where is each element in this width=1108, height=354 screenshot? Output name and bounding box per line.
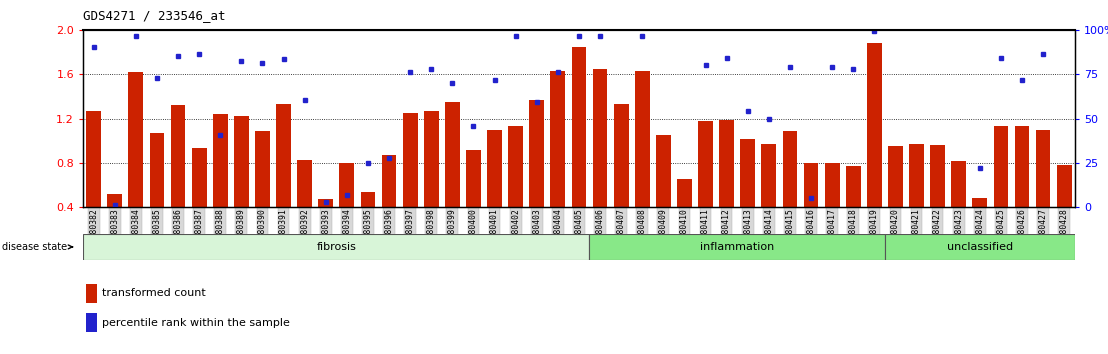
- Bar: [297, 160, 312, 207]
- Bar: [86, 284, 98, 303]
- Bar: [1036, 130, 1050, 207]
- Text: GDS4271 / 233546_at: GDS4271 / 233546_at: [83, 9, 226, 22]
- Bar: [551, 71, 565, 207]
- Bar: [740, 138, 756, 207]
- Bar: [593, 69, 607, 207]
- Bar: [488, 130, 502, 207]
- Bar: [885, 234, 1075, 260]
- Bar: [150, 133, 164, 207]
- Bar: [572, 47, 586, 207]
- Text: unclassified: unclassified: [946, 242, 1013, 252]
- Bar: [910, 144, 924, 207]
- Text: inflammation: inflammation: [700, 242, 774, 252]
- Bar: [845, 166, 861, 207]
- Bar: [719, 120, 733, 207]
- Bar: [445, 102, 460, 207]
- Bar: [824, 163, 840, 207]
- Text: transformed count: transformed count: [102, 288, 206, 298]
- Bar: [635, 71, 649, 207]
- Bar: [466, 149, 481, 207]
- Bar: [255, 131, 270, 207]
- Text: fibrosis: fibrosis: [317, 242, 357, 252]
- Bar: [698, 121, 712, 207]
- Bar: [614, 104, 628, 207]
- Bar: [803, 163, 819, 207]
- Bar: [994, 126, 1008, 207]
- Text: disease state: disease state: [2, 242, 73, 252]
- Bar: [402, 113, 418, 207]
- Bar: [318, 199, 334, 207]
- Bar: [589, 234, 885, 260]
- Bar: [931, 145, 945, 207]
- Text: percentile rank within the sample: percentile rank within the sample: [102, 318, 290, 328]
- Bar: [424, 111, 439, 207]
- Bar: [656, 135, 670, 207]
- Bar: [83, 234, 589, 260]
- Bar: [360, 192, 376, 207]
- Bar: [1057, 165, 1071, 207]
- Bar: [888, 146, 903, 207]
- Bar: [192, 148, 206, 207]
- Bar: [129, 72, 143, 207]
- Bar: [677, 179, 691, 207]
- Bar: [171, 105, 185, 207]
- Bar: [213, 114, 227, 207]
- Bar: [276, 104, 291, 207]
- Bar: [381, 155, 397, 207]
- Bar: [952, 161, 966, 207]
- Bar: [339, 163, 355, 207]
- Bar: [234, 116, 248, 207]
- Bar: [761, 144, 777, 207]
- Bar: [509, 126, 523, 207]
- Bar: [86, 111, 101, 207]
- Bar: [1015, 126, 1029, 207]
- Bar: [973, 198, 987, 207]
- Bar: [782, 131, 798, 207]
- Bar: [107, 194, 122, 207]
- Bar: [86, 313, 98, 332]
- Bar: [866, 44, 882, 207]
- Bar: [530, 100, 544, 207]
